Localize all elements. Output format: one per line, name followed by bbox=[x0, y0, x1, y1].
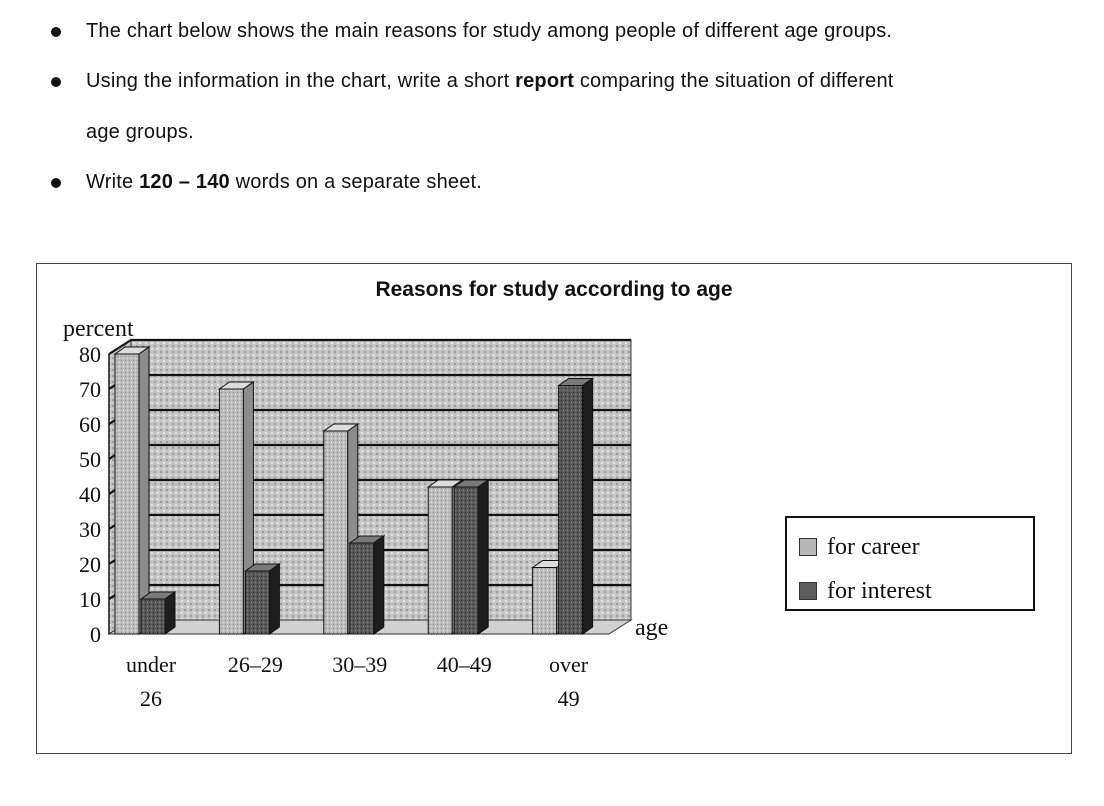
chart-title: Reasons for study according to age bbox=[375, 278, 733, 301]
legend-swatch-interest bbox=[799, 582, 817, 600]
bar-career bbox=[532, 567, 558, 635]
bar-career bbox=[323, 430, 349, 635]
bar-career-side bbox=[138, 346, 150, 635]
bar-interest-side bbox=[164, 591, 176, 635]
y-tick-label: 20 bbox=[79, 552, 101, 577]
instruction-item: The chart below shows the main reasons f… bbox=[48, 18, 1088, 44]
bullet-icon bbox=[51, 178, 61, 188]
chart-legend: for career for interest bbox=[785, 516, 1035, 611]
bar-interest bbox=[453, 486, 479, 635]
bar-interest-side bbox=[268, 563, 280, 635]
bullet-icon bbox=[51, 77, 61, 87]
legend-swatch-career bbox=[799, 538, 817, 556]
bar-interest-side bbox=[477, 479, 489, 635]
bar-interest bbox=[558, 385, 584, 635]
y-axis-label: percent bbox=[63, 316, 134, 342]
y-tick-label: 40 bbox=[79, 482, 101, 507]
legend-item-interest: for interest bbox=[799, 576, 1033, 606]
bullet-icon bbox=[51, 27, 61, 37]
y-tick-label: 50 bbox=[79, 447, 101, 472]
y-tick-label: 30 bbox=[79, 517, 101, 542]
bar-interest bbox=[244, 570, 270, 635]
gridline bbox=[108, 338, 631, 355]
bar-career bbox=[114, 353, 140, 635]
bar-career bbox=[218, 388, 244, 635]
y-tick-label: 70 bbox=[79, 377, 101, 402]
bar-interest bbox=[349, 542, 375, 635]
x-axis-label: age bbox=[635, 615, 668, 641]
legend-item-career: for career bbox=[799, 532, 1033, 562]
x-tick-label: 40–49 bbox=[437, 652, 492, 677]
bar-chart: 0 10 20 30 40 50 60 70 80 under 26 26–29 30–39 40–49 o… bbox=[63, 316, 668, 711]
instruction-item: Write 120 – 140 words on a separate shee… bbox=[48, 169, 1088, 195]
instruction-item: Using the information in the chart, writ… bbox=[48, 68, 1088, 145]
x-tick-label: 26 bbox=[140, 686, 162, 711]
x-tick-label: 49 bbox=[558, 686, 580, 711]
bar-interest bbox=[140, 598, 166, 635]
bar-interest-side bbox=[582, 377, 594, 635]
y-tick-label: 80 bbox=[79, 342, 101, 367]
instructions-list: The chart below shows the main reasons f… bbox=[48, 18, 1088, 219]
x-tick-label: under bbox=[126, 652, 177, 677]
y-tick-label: 60 bbox=[79, 412, 101, 437]
x-tick-label: over bbox=[549, 652, 589, 677]
bar-interest-side bbox=[373, 535, 385, 635]
chart-panel: Reasons for study according to age 0 10 20… bbox=[36, 263, 1072, 754]
bar-career bbox=[427, 486, 453, 635]
y-tick-label: 0 bbox=[90, 622, 101, 647]
x-tick-label: 26–29 bbox=[228, 652, 283, 677]
y-tick-label: 10 bbox=[79, 587, 101, 612]
x-tick-label: 30–39 bbox=[332, 652, 387, 677]
